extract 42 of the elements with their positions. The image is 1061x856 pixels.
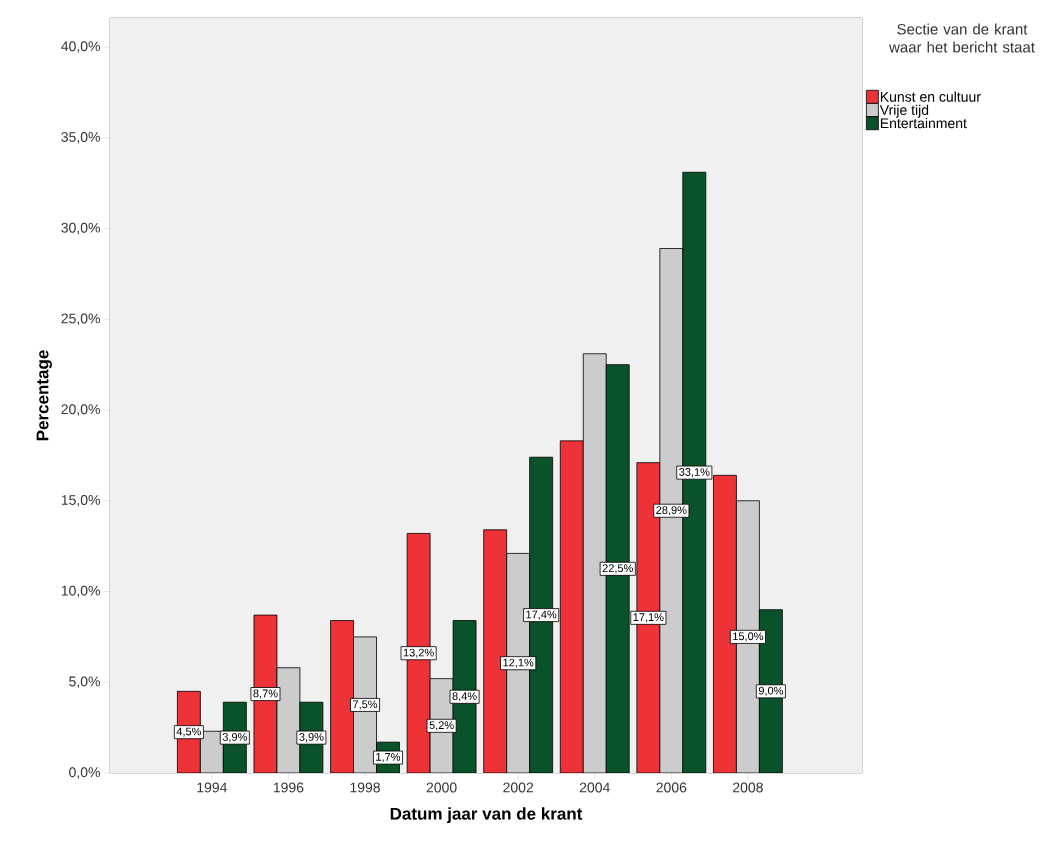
x-tick-label: 2000 [426,782,457,793]
data-label: 3,9% [222,733,247,743]
y-tick-label: 15,0% [61,494,100,507]
legend-label: Kunst en cultuur [880,91,981,102]
legend-title: Sectie van de krant waar het bericht staat [889,23,1035,53]
data-label: 17,4% [526,610,557,620]
data-label: 5,2% [429,721,454,731]
data-label: 3,9% [299,733,324,743]
x-tick-label: 1998 [350,782,380,793]
y-tick-label: 40,0% [61,41,100,53]
x-tick-label: 2008 [733,782,763,793]
y-tick-label: 0,0% [69,767,100,779]
x-tick-label: 2004 [579,782,610,793]
data-label: 28,9% [656,506,687,516]
data-label: 1,7% [376,753,401,763]
bar [330,620,354,773]
x-tick-label: 1996 [273,782,304,793]
data-label: 33,1% [679,468,710,478]
data-label: 13,2% [403,648,434,658]
data-label: 8,4% [452,692,477,702]
data-label: 8,7% [253,689,278,699]
x-axis-title: Datum jaar van de krant [390,807,583,824]
y-tick-label: 5,0% [69,676,100,689]
data-label: 15,0% [733,632,764,642]
legend-label: Entertainment [880,117,967,129]
x-tick-label: 1994 [197,782,228,793]
y-axis-title: Percentage [36,350,52,441]
y-tick-label: 30,0% [61,222,100,235]
data-label: 7,5% [353,700,378,710]
x-tick-label: 2006 [656,782,687,793]
bar [560,440,584,773]
legend-label: Vrije tijd [879,104,929,118]
data-label: 17,1% [633,613,664,623]
data-label: 22,5% [602,564,633,574]
y-tick-label: 10,0% [61,585,100,598]
y-tick-label: 20,0% [61,404,100,416]
y-tick-label: 25,0% [61,313,100,326]
x-tick-label: 2002 [503,782,534,793]
data-label: 4,5% [176,727,202,737]
y-tick-label: 35,0% [61,131,100,144]
data-label: 12,1% [503,658,534,668]
data-label: 9,0% [758,686,784,696]
